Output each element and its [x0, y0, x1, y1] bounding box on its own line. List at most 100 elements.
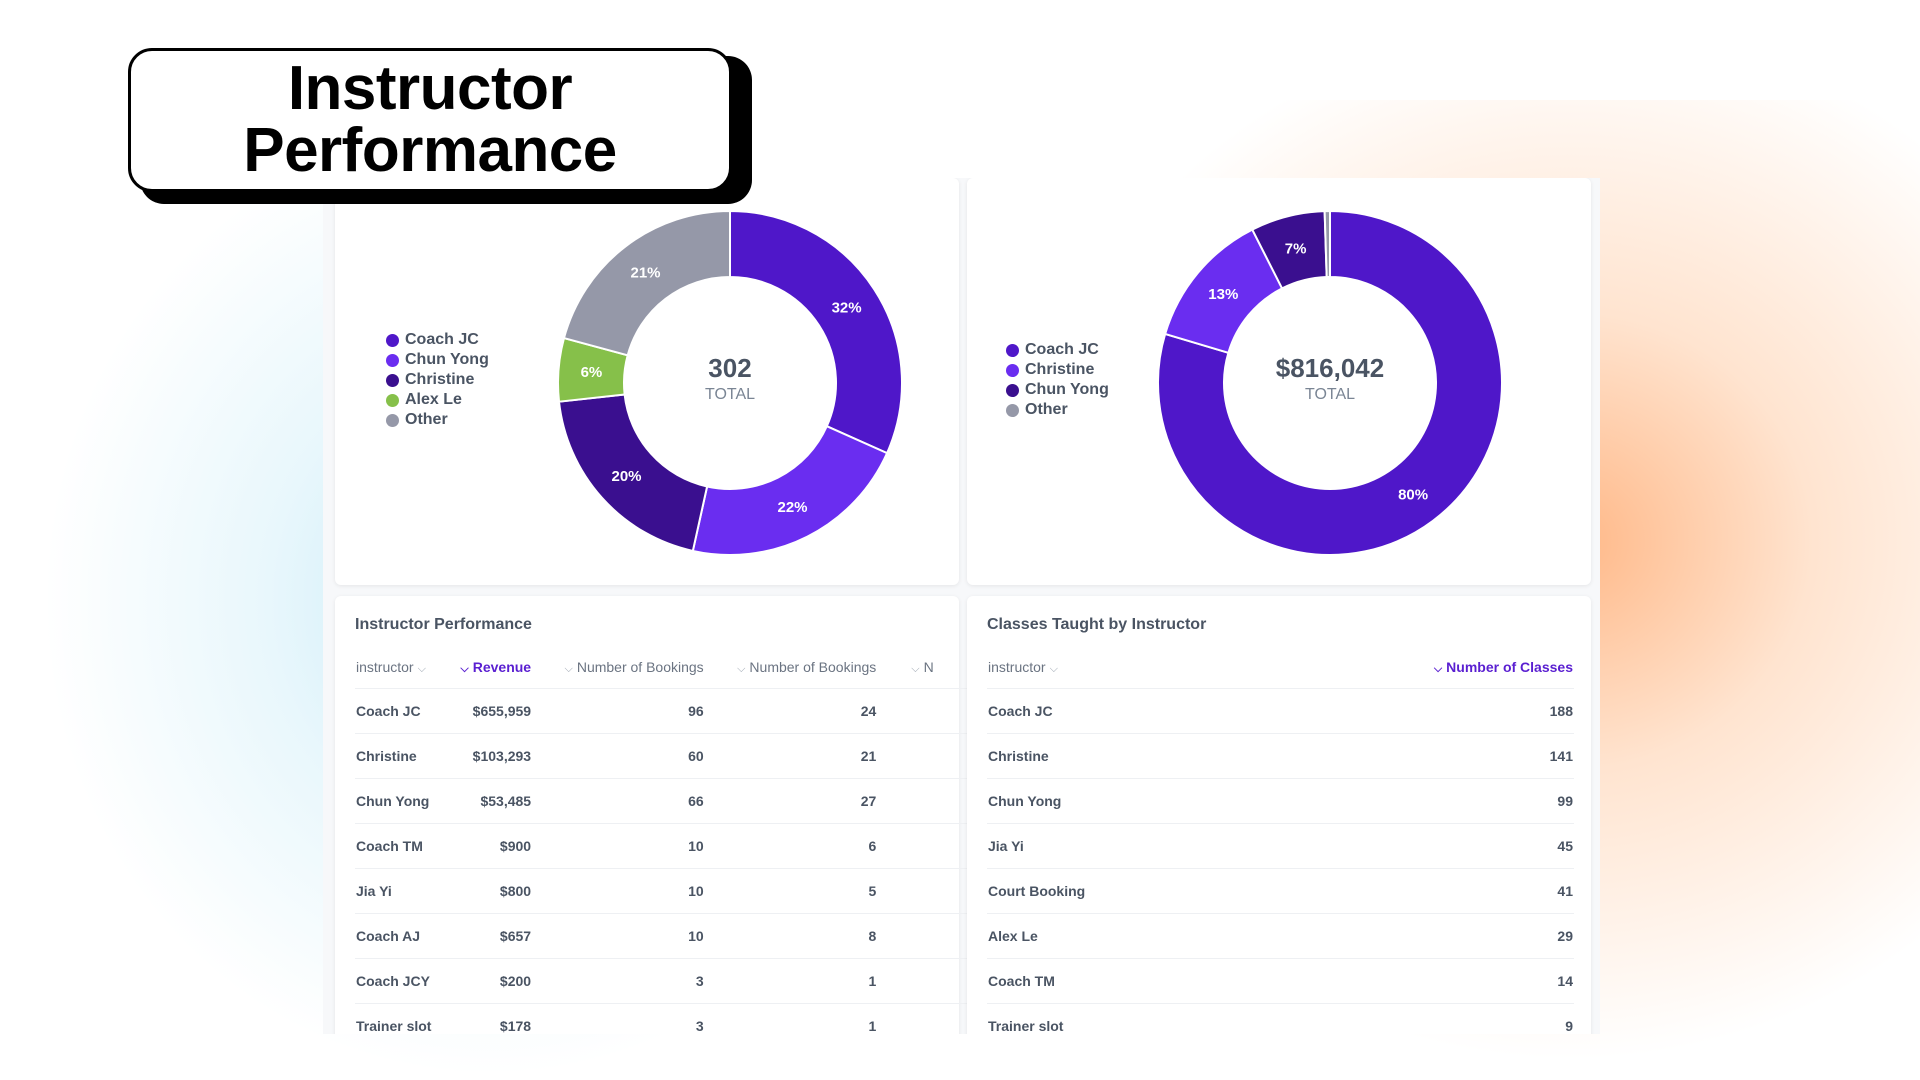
table-row[interactable]: Christine $103,293 60 21 — [355, 733, 975, 779]
table-row[interactable]: Coach TM 14 — [987, 958, 1574, 1004]
table-row[interactable]: Coach JCY $200 3 1 — [355, 958, 975, 1004]
table-cell: $655,959 — [450, 688, 533, 734]
donut-slice-other[interactable] — [1323, 209, 1331, 279]
table-cell: 10 — [532, 868, 705, 914]
donut-slice-label: 6% — [581, 364, 603, 381]
legend-item[interactable]: Christine — [386, 370, 489, 390]
legend-item[interactable]: Alex Le — [386, 390, 489, 410]
legend-item[interactable]: Other — [1006, 400, 1109, 420]
donut-slice-other[interactable] — [562, 209, 731, 357]
table-cell: 1 — [704, 958, 878, 1004]
table-cell: Coach JC — [355, 688, 451, 734]
column-header-number-of-classes[interactable]: ⌵ Number of Classes — [1433, 658, 1573, 675]
legend-item[interactable]: Christine — [1006, 360, 1109, 380]
column-header-number-of-bookings-2[interactable]: ⌵ Number of Bookings — [737, 658, 877, 675]
table-cell: 14 — [1229, 958, 1574, 1004]
table-cell: 60 — [532, 733, 705, 779]
table-cell: 96 — [532, 688, 705, 734]
table-cell: Chun Yong — [355, 778, 451, 824]
table-cell: Coach JC — [987, 688, 1230, 734]
revenue-donut-chart: 80% 13% 7% — [1155, 208, 1505, 558]
donut-slice-label: 32% — [832, 299, 862, 316]
table-row[interactable]: Alex Le 29 — [987, 913, 1574, 959]
revenue-total-label: TOTAL — [1304, 386, 1356, 403]
table-cell: Trainer slot — [987, 1003, 1230, 1034]
table-row[interactable]: Chun Yong $53,485 66 27 — [355, 778, 975, 824]
table-cell: Coach JCY — [355, 958, 451, 1004]
table-cell: $657 — [450, 913, 533, 959]
table-cell: $200 — [450, 958, 533, 1004]
table-cell: Court Booking — [987, 868, 1230, 914]
donut-slice-coach-jc[interactable] — [729, 209, 903, 455]
table-cell: 3 — [532, 958, 705, 1004]
table-row[interactable]: Coach JC 188 — [987, 688, 1574, 734]
chevron-down-icon: ⌵ — [1049, 662, 1058, 675]
table-cell-empty — [877, 1003, 975, 1034]
chevron-down-icon: ⌵ — [911, 662, 920, 675]
table-cell: $53,485 — [450, 778, 533, 824]
table-cell: 45 — [1229, 823, 1574, 869]
table-cell: Trainer slot — [355, 1003, 451, 1034]
legend-item[interactable]: Chun Yong — [386, 350, 489, 370]
legend-dot-icon — [1006, 383, 1019, 397]
table-cell: 6 — [704, 823, 878, 869]
table-cell: 24 — [704, 688, 878, 734]
table-cell: 1 — [704, 1003, 878, 1034]
table-cell: $800 — [450, 868, 533, 914]
legend-dot-icon — [1006, 403, 1019, 417]
legend-item[interactable]: Chun Yong — [1006, 380, 1109, 400]
column-header-number-of-bookings[interactable]: ⌵ Number of Bookings — [564, 658, 704, 675]
table-cell: Chun Yong — [987, 778, 1230, 824]
table-cell: 41 — [1229, 868, 1574, 914]
table-cell: 3 — [532, 1003, 705, 1034]
table-row[interactable]: Coach AJ $657 10 8 — [355, 913, 975, 959]
table-row[interactable]: Chun Yong 99 — [987, 778, 1574, 824]
revenue-legend: Coach JC Christine Chun Yong Other — [1006, 340, 1109, 420]
donut-slice-label: 21% — [631, 265, 661, 282]
table-cell: 8 — [704, 913, 878, 959]
classes-taught-card: Classes Taught by Instructor instructor ⌵… — [967, 596, 1591, 1034]
table-row[interactable]: Trainer slot 9 — [987, 1003, 1574, 1034]
table-cell: 66 — [532, 778, 705, 824]
table-cell-empty — [877, 958, 975, 1004]
table-cell: 29 — [1229, 913, 1574, 959]
table-row[interactable]: Trainer slot $178 3 1 — [355, 1003, 975, 1034]
column-header-truncated[interactable]: ⌵ N — [911, 658, 934, 675]
title-badge-box: Instructor Performance — [128, 48, 732, 192]
table-cell: Jia Yi — [355, 868, 451, 914]
column-header-instructor[interactable]: instructor ⌵ — [988, 658, 1058, 675]
dashboard: Coach JC Chun Yong Christine Alex Le Oth… — [323, 178, 1600, 1034]
legend-dot-icon — [386, 353, 399, 367]
column-header-instructor[interactable]: instructor ⌵ — [356, 658, 426, 675]
table-cell: 27 — [704, 778, 878, 824]
donut-slice-label: 22% — [778, 499, 808, 516]
title-badge: Instructor Performance — [128, 48, 752, 204]
card-title: Instructor Performance — [355, 616, 532, 633]
chevron-down-icon: ⌵ — [417, 662, 426, 675]
table-cell-empty — [877, 778, 975, 824]
table-cell: 188 — [1229, 688, 1574, 734]
table-row[interactable]: Coach JC $655,959 96 24 — [355, 688, 975, 734]
table-row[interactable]: Christine 141 — [987, 733, 1574, 779]
donut-slice-coach-jc[interactable] — [1157, 209, 1503, 556]
chevron-down-icon: ⌵ — [737, 662, 746, 675]
legend-item[interactable]: Other — [386, 410, 489, 430]
table-row[interactable]: Court Booking 41 — [987, 868, 1574, 914]
sort-chevron-icon: ⌵ — [460, 662, 469, 675]
table-cell: Christine — [987, 733, 1230, 779]
donut-slice-chun-yong[interactable] — [691, 424, 889, 556]
legend-dot-icon — [1006, 363, 1019, 377]
bookings-donut-chart: 32% 22% 20% 6% 21% — [555, 208, 905, 558]
table-cell: 10 — [532, 913, 705, 959]
column-header-revenue[interactable]: ⌵ Revenue — [460, 658, 532, 675]
table-cell-empty — [877, 913, 975, 959]
table-row[interactable]: Jia Yi $800 10 5 — [355, 868, 975, 914]
table-row[interactable]: Coach TM $900 10 6 — [355, 823, 975, 869]
legend-dot-icon — [386, 393, 399, 407]
legend-item[interactable]: Coach JC — [1006, 340, 1109, 360]
legend-item[interactable]: Coach JC — [386, 330, 489, 350]
table-cell: 9 — [1229, 1003, 1574, 1034]
table-cell: $103,293 — [450, 733, 533, 779]
table-row[interactable]: Jia Yi 45 — [987, 823, 1574, 869]
legend-dot-icon — [386, 333, 399, 347]
